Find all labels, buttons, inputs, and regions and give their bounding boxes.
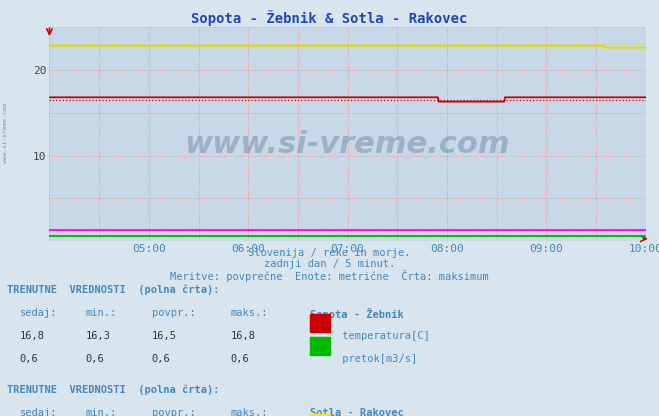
Text: min.:: min.:: [86, 308, 117, 318]
Text: sedaj:: sedaj:: [20, 408, 57, 416]
Text: 16,8: 16,8: [231, 331, 256, 341]
Text: TRENUTNE  VREDNOSTI  (polna črta):: TRENUTNE VREDNOSTI (polna črta):: [7, 285, 219, 295]
Text: www.si-vreme.com: www.si-vreme.com: [185, 130, 511, 159]
Text: Slovenija / reke in morje.: Slovenija / reke in morje.: [248, 248, 411, 258]
Text: Sopota - Žebnik: Sopota - Žebnik: [310, 308, 403, 320]
Text: min.:: min.:: [86, 408, 117, 416]
Text: TRENUTNE  VREDNOSTI  (polna črta):: TRENUTNE VREDNOSTI (polna črta):: [7, 385, 219, 395]
Text: maks.:: maks.:: [231, 308, 268, 318]
Text: temperatura[C]: temperatura[C]: [336, 331, 430, 341]
Text: 16,3: 16,3: [86, 331, 111, 341]
Text: 16,8: 16,8: [20, 331, 45, 341]
Text: maks.:: maks.:: [231, 408, 268, 416]
Text: 0,6: 0,6: [231, 354, 249, 364]
Text: pretok[m3/s]: pretok[m3/s]: [336, 354, 417, 364]
Text: 0,6: 0,6: [86, 354, 104, 364]
Text: sedaj:: sedaj:: [20, 308, 57, 318]
Text: 0,6: 0,6: [152, 354, 170, 364]
Text: Sotla - Rakovec: Sotla - Rakovec: [310, 408, 403, 416]
Text: Sopota - Žebnik & Sotla - Rakovec: Sopota - Žebnik & Sotla - Rakovec: [191, 10, 468, 26]
Text: povpr.:: povpr.:: [152, 408, 195, 416]
Text: 0,6: 0,6: [20, 354, 38, 364]
Text: Meritve: povprečne  Enote: metrične  Črta: maksimum: Meritve: povprečne Enote: metrične Črta:…: [170, 270, 489, 282]
Text: www.si-vreme.com: www.si-vreme.com: [3, 103, 8, 163]
Text: zadnji dan / 5 minut.: zadnji dan / 5 minut.: [264, 259, 395, 269]
Text: 16,5: 16,5: [152, 331, 177, 341]
Text: povpr.:: povpr.:: [152, 308, 195, 318]
